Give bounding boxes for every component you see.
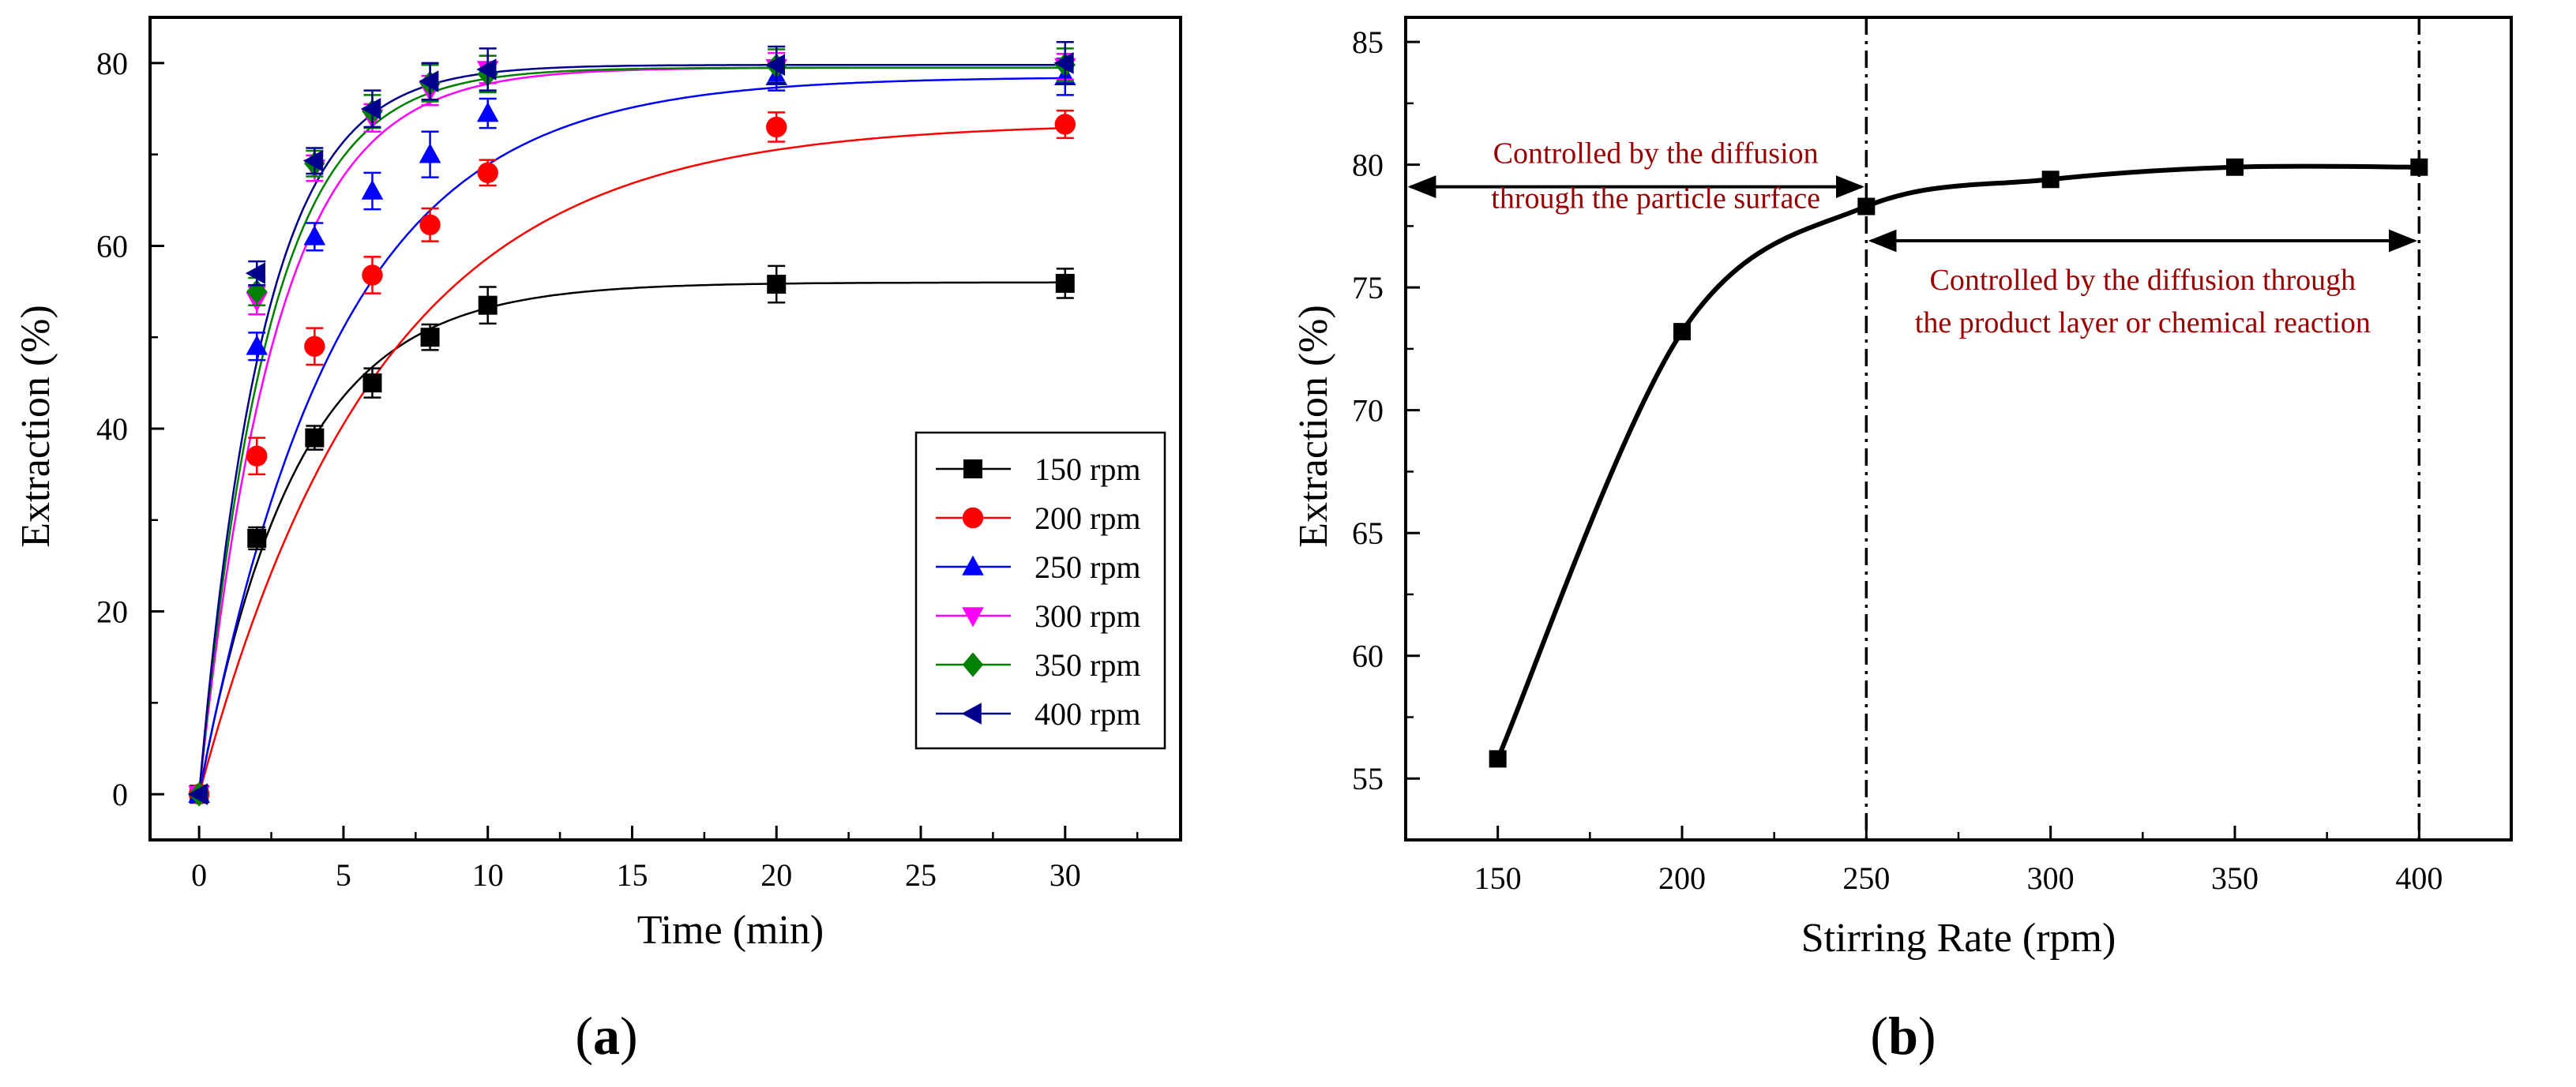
data-point [764,54,786,77]
legend-frame [914,431,1166,750]
legend-marker [961,703,982,725]
data-point [2226,158,2244,176]
data-point [362,264,383,286]
data-point [361,97,381,120]
x-tick-label: 10 [472,857,504,893]
data-point [246,335,268,355]
chart-a-ylabel: Extraction (%) [13,305,58,548]
data-point [767,275,787,294]
data-point [302,149,324,172]
fit-curve [1495,163,2420,760]
x-tick-label: 25 [905,857,937,893]
data-point [303,225,326,246]
data-point [245,262,266,284]
data-point [419,143,441,163]
data-point [766,116,787,138]
y-tick-label: 75 [1352,270,1384,305]
x-tick-label: 20 [760,857,792,893]
legend-label: 300 rpm [1035,598,1140,634]
data-point [247,528,267,548]
annotation-text: the product layer or chemical reaction [1915,306,2371,339]
panel-label-a: (a) [575,1006,637,1066]
fit-curve-150-rpm [197,281,1065,795]
fit-curve-350-rpm [197,66,1065,795]
legend-marker [962,555,984,575]
y-tick-label: 40 [96,411,128,447]
data-point [305,428,325,448]
legend-marker [962,607,984,628]
data-point [1857,197,1876,216]
fit-curve-200-rpm [197,126,1065,795]
x-tick-label: 300 [2027,860,2075,896]
chart-b-ylabel: Extraction (%) [1291,305,1336,548]
data-point [361,179,384,200]
x-tick-label: 250 [1842,860,1890,896]
data-point [362,373,382,393]
data-point [1055,273,1075,293]
fit-curve-250-rpm [197,77,1065,795]
x-tick-label: 5 [336,857,351,893]
y-tick-label: 65 [1352,515,1384,551]
data-point [476,58,497,81]
legend-label: 350 rpm [1035,647,1140,683]
y-tick-label: 85 [1352,24,1384,60]
annotation-text: Controlled by the diffusion [1493,137,1819,171]
x-tick-label: 150 [1474,860,1522,896]
legend-marker [963,459,982,478]
data-point [419,214,441,236]
data-point [2410,158,2428,176]
data-point [419,70,439,92]
y-tick-label: 60 [96,228,128,264]
data-point [1053,52,1074,74]
fit-curve-400-rpm [197,63,1065,795]
data-point [1489,750,1507,768]
x-tick-label: 15 [616,857,648,893]
x-tick-label: 350 [2211,860,2259,896]
y-tick-label: 70 [1352,393,1384,429]
legend-marker [962,652,984,677]
data-point [1054,114,1076,135]
x-tick-label: 400 [2395,860,2443,896]
data-point [420,328,440,347]
y-tick-label: 20 [96,594,128,630]
panel-label-b: (b) [1870,1006,1936,1066]
data-point [478,295,498,315]
data-point [187,783,208,805]
data-point [477,162,498,184]
data-point [2041,171,2060,189]
y-tick-label: 80 [96,46,128,81]
chart-a-legend: 150 rpm 200 rpm 250 rpm 300 rpm 350 rpm 400 r… [914,431,1166,750]
chart-b: 150 200 250 300 350 400 55 60 65 70 75 80 85 Control… [1291,16,2513,1066]
data-point [304,335,325,357]
legend-label: 150 rpm [1035,452,1140,487]
legend-marker [962,507,984,529]
chart-b-xlabel: Stirring Rate (rpm) [1801,916,2116,961]
annotation-text: Controlled by the diffusion through [1929,264,2356,297]
chart-a: 0 5 10 15 20 25 30 0 20 40 60 80 Time (min) Extract… [13,16,1182,1066]
chart-a-xlabel: Time (min) [637,908,824,953]
data-point [1673,323,1691,341]
x-tick-label: 30 [1050,857,1081,893]
data-point [246,445,268,467]
y-tick-label: 80 [1352,148,1384,183]
x-tick-label: 0 [191,857,207,893]
annotation-text: through the particle surface [1491,182,1820,216]
legend-label: 400 rpm [1035,696,1140,732]
legend-label: 200 rpm [1035,500,1140,536]
x-tick-label: 200 [1658,860,1706,896]
legend-label: 250 rpm [1035,549,1140,585]
y-tick-label: 0 [112,777,128,812]
y-tick-label: 60 [1352,639,1384,674]
y-tick-label: 55 [1352,761,1384,797]
data-point [476,102,499,122]
